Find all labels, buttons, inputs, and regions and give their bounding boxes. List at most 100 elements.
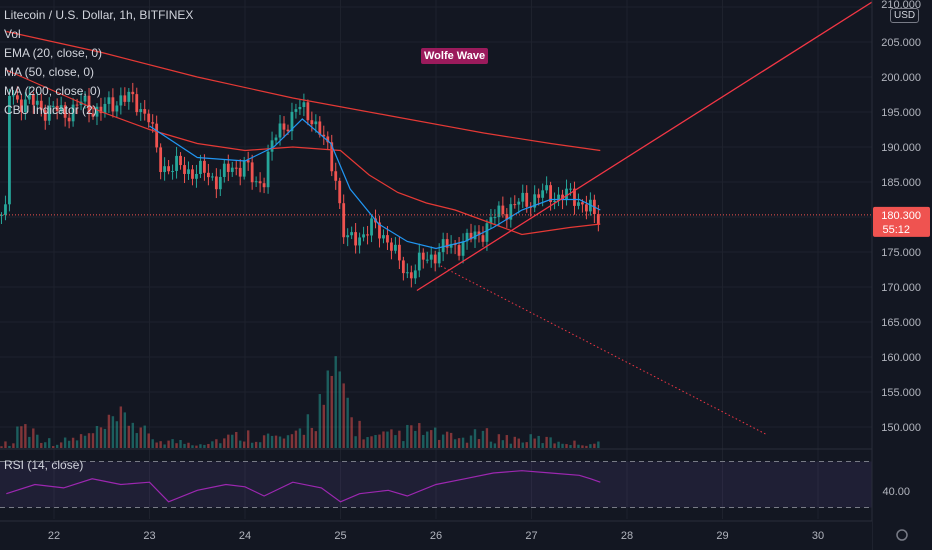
- volume-bar: [581, 445, 584, 448]
- candle-body: [449, 244, 453, 248]
- volume-bar: [330, 375, 333, 448]
- candle-body: [294, 109, 298, 112]
- volume-bar: [59, 442, 63, 448]
- candle-body: [8, 95, 11, 205]
- volume-bar: [513, 436, 516, 448]
- volume-bar: [163, 444, 166, 448]
- price-tick-label: 165.000: [881, 317, 921, 329]
- candle-body: [278, 123, 282, 138]
- candle-body: [4, 204, 7, 215]
- volume-bar: [8, 445, 11, 448]
- candle-body: [302, 102, 306, 107]
- candle-body: [561, 194, 564, 201]
- candle-body: [187, 169, 190, 174]
- volume-bar: [235, 431, 238, 448]
- volume-bar: [167, 440, 170, 448]
- candle-body: [338, 180, 342, 204]
- candle-body: [127, 91, 131, 102]
- volume-bar: [410, 425, 413, 448]
- candle-body: [533, 194, 537, 208]
- candle-body: [362, 234, 365, 238]
- time-tick-label: 25: [334, 530, 346, 542]
- candle-body: [573, 188, 576, 206]
- candle-body: [405, 272, 409, 274]
- candle-body: [147, 113, 151, 123]
- candle-body: [210, 176, 214, 178]
- candle-body: [115, 105, 119, 112]
- candle-body: [238, 167, 242, 177]
- candle-body: [493, 217, 497, 219]
- volume-bar: [254, 441, 258, 448]
- candle-body: [218, 176, 222, 190]
- volume-bar: [71, 437, 75, 448]
- candle-body: [425, 259, 429, 261]
- volume-bar: [481, 430, 485, 448]
- candle-body: [394, 244, 397, 251]
- volume-bar: [20, 426, 23, 448]
- candle-body: [111, 97, 115, 112]
- volume-bar: [473, 429, 477, 448]
- candle-body: [409, 272, 413, 279]
- candle-body: [250, 162, 254, 183]
- volume-bar: [537, 435, 540, 448]
- candle-body: [541, 190, 545, 198]
- volume-bar: [95, 425, 99, 448]
- candle-body: [179, 155, 182, 166]
- time-tick-label: 29: [716, 530, 728, 542]
- volume-bar: [298, 428, 302, 448]
- candle-body: [95, 106, 99, 117]
- candle-body: [334, 171, 338, 181]
- candle-body: [370, 218, 373, 236]
- volume-bar: [585, 445, 588, 448]
- price-axis-panel: [872, 0, 932, 550]
- candle-body: [401, 260, 405, 274]
- volume-bar: [99, 427, 103, 448]
- volume-bar: [366, 437, 369, 448]
- candle-body: [441, 239, 445, 253]
- rsi-label: RSI (14, close): [4, 458, 84, 472]
- price-tick-label: 160.000: [881, 352, 921, 364]
- candle-body: [513, 204, 517, 206]
- volume-bar: [374, 435, 377, 448]
- gear-icon[interactable]: [896, 529, 908, 541]
- volume-bar: [302, 434, 306, 448]
- candle-body: [39, 100, 43, 111]
- volume-bar: [310, 427, 314, 448]
- volume-bar: [394, 435, 397, 448]
- volume-bar: [119, 406, 123, 448]
- volume-bar: [378, 434, 381, 448]
- candle-body: [0, 214, 3, 216]
- candle-body: [43, 110, 47, 121]
- rsi-line: [6, 470, 601, 503]
- candle-body: [135, 94, 139, 113]
- candle-body: [266, 151, 270, 188]
- candle-body: [318, 121, 322, 135]
- candle-body: [330, 142, 334, 172]
- volume-bar: [207, 443, 210, 448]
- volume-bar: [457, 438, 461, 448]
- candle-body: [87, 95, 91, 114]
- candle-body: [322, 134, 326, 137]
- legend-ma200: MA (200, close, 0): [4, 84, 101, 98]
- volume-bar: [48, 438, 51, 448]
- volume-bar: [231, 434, 234, 448]
- volume-bar: [318, 394, 322, 448]
- candle-body: [163, 166, 167, 173]
- candle-body: [67, 117, 71, 122]
- volume-bar: [243, 441, 246, 448]
- volume-bar: [509, 443, 513, 448]
- volume-bar: [0, 446, 3, 448]
- ma200-line: [6, 30, 601, 152]
- volume-bar: [437, 439, 441, 448]
- volume-bar: [557, 441, 560, 448]
- volume-bar: [326, 370, 329, 448]
- currency-badge[interactable]: USD: [890, 8, 920, 23]
- candle-body: [222, 163, 226, 177]
- volume-bar: [382, 431, 385, 448]
- candle-body: [457, 245, 461, 256]
- volume-bar: [227, 434, 230, 448]
- candle-body: [565, 188, 568, 201]
- volume-bar: [441, 434, 445, 448]
